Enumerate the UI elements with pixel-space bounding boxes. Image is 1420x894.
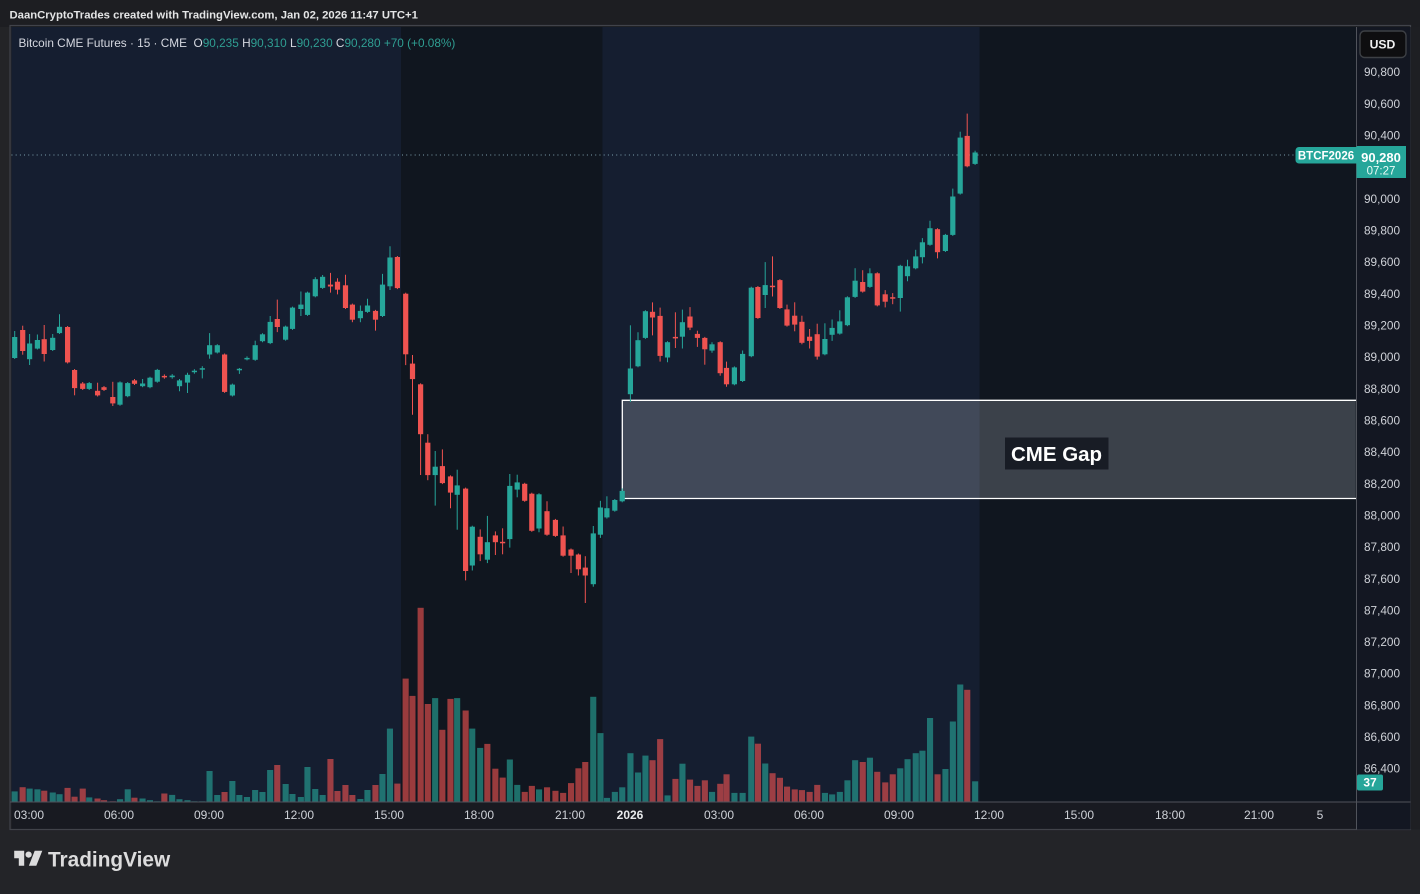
svg-text:89,400: 89,400 bbox=[1364, 287, 1401, 301]
svg-text:88,800: 88,800 bbox=[1364, 382, 1401, 396]
svg-text:2026: 2026 bbox=[617, 808, 644, 822]
svg-text:88,400: 88,400 bbox=[1364, 445, 1401, 459]
svg-text:37: 37 bbox=[1363, 776, 1377, 790]
svg-text:90,600: 90,600 bbox=[1364, 97, 1401, 111]
svg-text:18:00: 18:00 bbox=[1155, 808, 1185, 822]
svg-text:03:00: 03:00 bbox=[14, 808, 44, 822]
svg-text:86,600: 86,600 bbox=[1364, 730, 1401, 744]
svg-text:03:00: 03:00 bbox=[704, 808, 734, 822]
svg-text:87,000: 87,000 bbox=[1364, 667, 1401, 681]
svg-text:12:00: 12:00 bbox=[974, 808, 1004, 822]
svg-text:87,400: 87,400 bbox=[1364, 603, 1401, 617]
svg-text:DaanCryptoTrades created with: DaanCryptoTrades created with TradingVie… bbox=[10, 10, 418, 22]
svg-text:21:00: 21:00 bbox=[555, 808, 585, 822]
svg-text:5: 5 bbox=[1317, 808, 1324, 822]
svg-text:CME Gap: CME Gap bbox=[1011, 443, 1102, 466]
svg-text:89,600: 89,600 bbox=[1364, 255, 1401, 269]
svg-text:90,800: 90,800 bbox=[1364, 65, 1401, 79]
svg-text:87,200: 87,200 bbox=[1364, 635, 1401, 649]
svg-text:USD: USD bbox=[1370, 38, 1396, 52]
svg-text:18:00: 18:00 bbox=[464, 808, 494, 822]
svg-text:09:00: 09:00 bbox=[884, 808, 914, 822]
svg-text:89,000: 89,000 bbox=[1364, 350, 1401, 364]
svg-text:86,400: 86,400 bbox=[1364, 762, 1401, 776]
svg-text:87,600: 87,600 bbox=[1364, 572, 1401, 586]
svg-text:88,200: 88,200 bbox=[1364, 477, 1401, 491]
svg-text:89,200: 89,200 bbox=[1364, 319, 1401, 333]
svg-text:07:27: 07:27 bbox=[1367, 166, 1396, 178]
svg-text:09:00: 09:00 bbox=[194, 808, 224, 822]
svg-text:89,800: 89,800 bbox=[1364, 224, 1401, 238]
svg-text:90,000: 90,000 bbox=[1364, 192, 1401, 206]
svg-text:06:00: 06:00 bbox=[794, 808, 824, 822]
svg-text:15:00: 15:00 bbox=[374, 808, 404, 822]
svg-text:90,400: 90,400 bbox=[1364, 129, 1401, 143]
svg-text:TradingView: TradingView bbox=[48, 849, 171, 872]
svg-text:86,800: 86,800 bbox=[1364, 698, 1401, 712]
svg-text:21:00: 21:00 bbox=[1244, 808, 1274, 822]
svg-text:90,280: 90,280 bbox=[1361, 150, 1401, 165]
svg-text:BTCF2026: BTCF2026 bbox=[1298, 151, 1354, 163]
svg-text:12:00: 12:00 bbox=[284, 808, 314, 822]
svg-text:88,000: 88,000 bbox=[1364, 508, 1401, 522]
svg-text:Bitcoin CME Futures · 15 · CME: Bitcoin CME Futures · 15 · CME O90,235 H… bbox=[19, 36, 456, 50]
svg-text:06:00: 06:00 bbox=[104, 808, 134, 822]
svg-text:15:00: 15:00 bbox=[1064, 808, 1094, 822]
svg-text:87,800: 87,800 bbox=[1364, 540, 1401, 554]
svg-text:88,600: 88,600 bbox=[1364, 414, 1401, 428]
